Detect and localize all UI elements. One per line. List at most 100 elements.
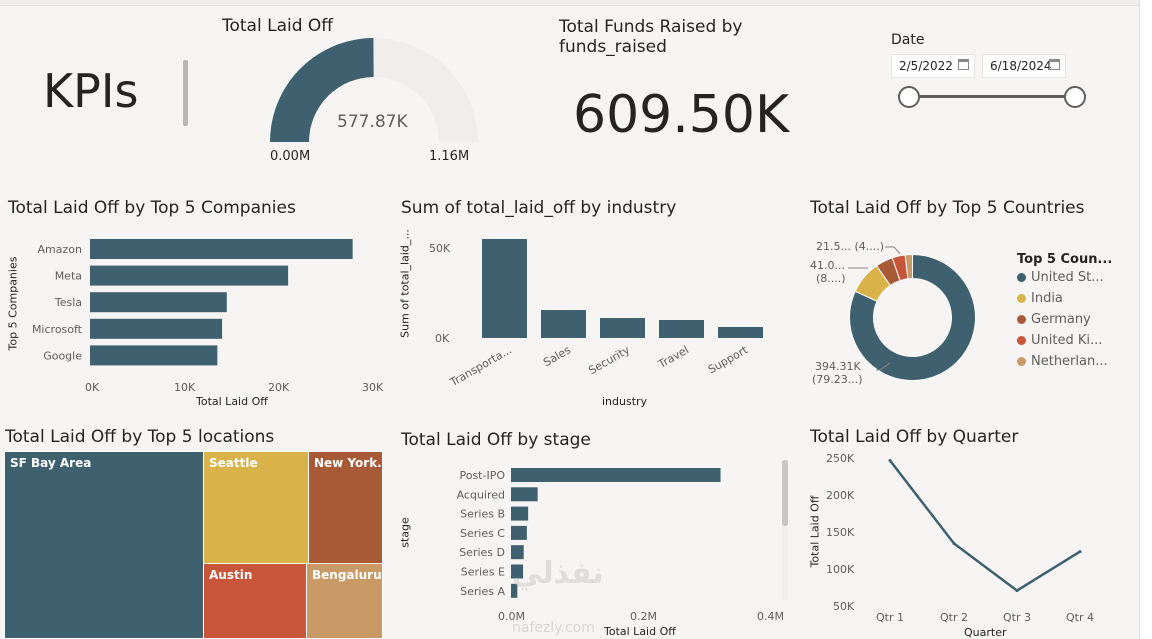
companies-title: Total Laid Off by Top 5 Companies bbox=[8, 198, 296, 218]
bar bbox=[482, 239, 527, 338]
category-label: Series C bbox=[460, 527, 505, 540]
legend-label: Netherlan... bbox=[1031, 354, 1108, 369]
bar bbox=[600, 318, 645, 338]
date-end-value: 6/18/2024 bbox=[990, 59, 1052, 73]
gauge-chart bbox=[270, 38, 478, 142]
treemap-tile[interactable]: New York... bbox=[308, 451, 383, 564]
legend-item[interactable]: United Ki... bbox=[1017, 333, 1108, 348]
donut-slice bbox=[849, 253, 976, 381]
bar bbox=[90, 292, 227, 313]
category-label: Series D bbox=[459, 546, 505, 559]
category-label: Microsoft bbox=[32, 323, 83, 336]
countries-legend-title: Top 5 Coun... bbox=[1017, 252, 1113, 267]
bar bbox=[718, 327, 763, 338]
donut-label-pct: (8....) bbox=[816, 272, 846, 285]
bar bbox=[90, 318, 223, 339]
series-line bbox=[889, 459, 1081, 593]
kpis-divider bbox=[183, 60, 188, 126]
legend-label: United Ki... bbox=[1031, 333, 1103, 348]
category-label: Series B bbox=[460, 508, 505, 521]
treemap-tile[interactable]: Seattle bbox=[203, 451, 309, 564]
data-point bbox=[1078, 550, 1082, 554]
quarter-chart: Qtr 1 Qtr 2 Qtr 3 Qtr 4 bbox=[876, 458, 1094, 624]
legend-marker bbox=[1017, 315, 1026, 324]
quarter-tick: 200K bbox=[826, 489, 855, 502]
companies-tick: 10K bbox=[174, 381, 196, 394]
leader-line bbox=[885, 246, 900, 255]
date-range-end-handle[interactable] bbox=[1064, 86, 1086, 108]
stage-scrollbar[interactable] bbox=[782, 460, 788, 600]
gauge-max: 1.16M bbox=[429, 149, 470, 164]
industry-tick: 0K bbox=[435, 332, 450, 345]
watermark-url: nafezly.com bbox=[512, 620, 595, 636]
treemap-tile-label: Austin bbox=[209, 568, 253, 582]
treemap-tile-label: Seattle bbox=[209, 456, 258, 470]
legend-marker bbox=[1017, 336, 1026, 345]
legend-item[interactable]: United St... bbox=[1017, 270, 1108, 285]
quarter-xlabel: Quarter bbox=[964, 626, 1007, 639]
treemap-tile[interactable]: Austin bbox=[203, 563, 307, 639]
donut-leader-lines bbox=[848, 246, 900, 371]
calendar-icon[interactable] bbox=[1049, 59, 1060, 70]
category-label: Qtr 1 bbox=[876, 611, 904, 624]
quarter-tick: 50K bbox=[833, 600, 855, 613]
companies-tick: 20K bbox=[268, 381, 290, 394]
category-label: Post-IPO bbox=[459, 469, 505, 482]
category-label: Series A bbox=[460, 585, 505, 598]
donut-label-value: 41.0... bbox=[810, 259, 845, 272]
category-label: Qtr 2 bbox=[940, 611, 968, 624]
legend-marker bbox=[1017, 294, 1026, 303]
category-label: Amazon bbox=[38, 243, 82, 256]
category-label: Security bbox=[586, 343, 632, 377]
watermark-logo: نفذلي bbox=[512, 556, 604, 591]
category-label: Qtr 4 bbox=[1066, 611, 1094, 624]
funds-title-line2: funds_raised bbox=[559, 37, 667, 57]
date-range-start-handle[interactable] bbox=[898, 86, 920, 108]
category-label: Qtr 3 bbox=[1003, 611, 1031, 624]
date-end-input[interactable]: 6/18/2024 bbox=[982, 54, 1066, 78]
bar bbox=[511, 506, 529, 521]
treemap-tile[interactable]: Bengaluru bbox=[306, 563, 383, 639]
quarter-ylabel: Total Laid Off bbox=[808, 495, 822, 568]
date-filter-label: Date bbox=[891, 32, 925, 48]
treemap-tile-label: New York... bbox=[314, 456, 382, 470]
date-range-track[interactable] bbox=[909, 95, 1075, 98]
gauge-title: Total Laid Off bbox=[222, 16, 334, 36]
donut-label-pct: (79.23...) bbox=[812, 373, 863, 386]
category-label: Sales bbox=[541, 343, 573, 369]
legend-item[interactable]: Germany bbox=[1017, 312, 1108, 327]
category-label: Series E bbox=[461, 566, 505, 579]
donut-label-value: 394.31K bbox=[815, 360, 861, 373]
stage-scroll-thumb[interactable] bbox=[782, 460, 788, 526]
companies-tick: 30K bbox=[362, 381, 384, 394]
quarter-title: Total Laid Off by Quarter bbox=[810, 427, 1019, 447]
bar bbox=[511, 545, 524, 560]
date-start-input[interactable]: 2/5/2022 bbox=[891, 54, 975, 78]
donut-label-value: 21.5... bbox=[816, 240, 851, 253]
bar bbox=[511, 525, 527, 540]
companies-tick: 0K bbox=[85, 381, 100, 394]
stage-xlabel: Total Laid Off bbox=[604, 625, 676, 638]
donut-label: 21.5... (4....) bbox=[816, 240, 884, 253]
bar bbox=[90, 265, 289, 286]
category-label: Meta bbox=[55, 270, 82, 283]
kpis-heading: KPIs bbox=[43, 64, 139, 118]
industry-chart: Transporta... Sales Security Travel Support bbox=[447, 239, 763, 390]
gauge-min: 0.00M bbox=[270, 149, 311, 164]
bar bbox=[90, 345, 218, 366]
countries-donut bbox=[849, 253, 976, 381]
industry-title: Sum of total_laid_off by industry bbox=[401, 198, 677, 218]
right-edge-panel bbox=[1139, 0, 1152, 639]
gauge-value: 577.87K bbox=[337, 112, 408, 132]
companies-xlabel: Total Laid Off bbox=[196, 395, 268, 408]
calendar-icon[interactable] bbox=[958, 59, 969, 70]
treemap-tile-label: SF Bay Area bbox=[10, 456, 92, 470]
bar bbox=[90, 239, 353, 259]
treemap-tile[interactable]: SF Bay Area bbox=[4, 451, 204, 639]
bar bbox=[659, 320, 704, 338]
legend-item[interactable]: Netherlan... bbox=[1017, 354, 1108, 369]
stage-tick: 0.0M bbox=[498, 610, 525, 623]
quarter-tick: 150K bbox=[826, 526, 855, 539]
category-label: Support bbox=[706, 343, 751, 376]
legend-item[interactable]: India bbox=[1017, 291, 1108, 306]
